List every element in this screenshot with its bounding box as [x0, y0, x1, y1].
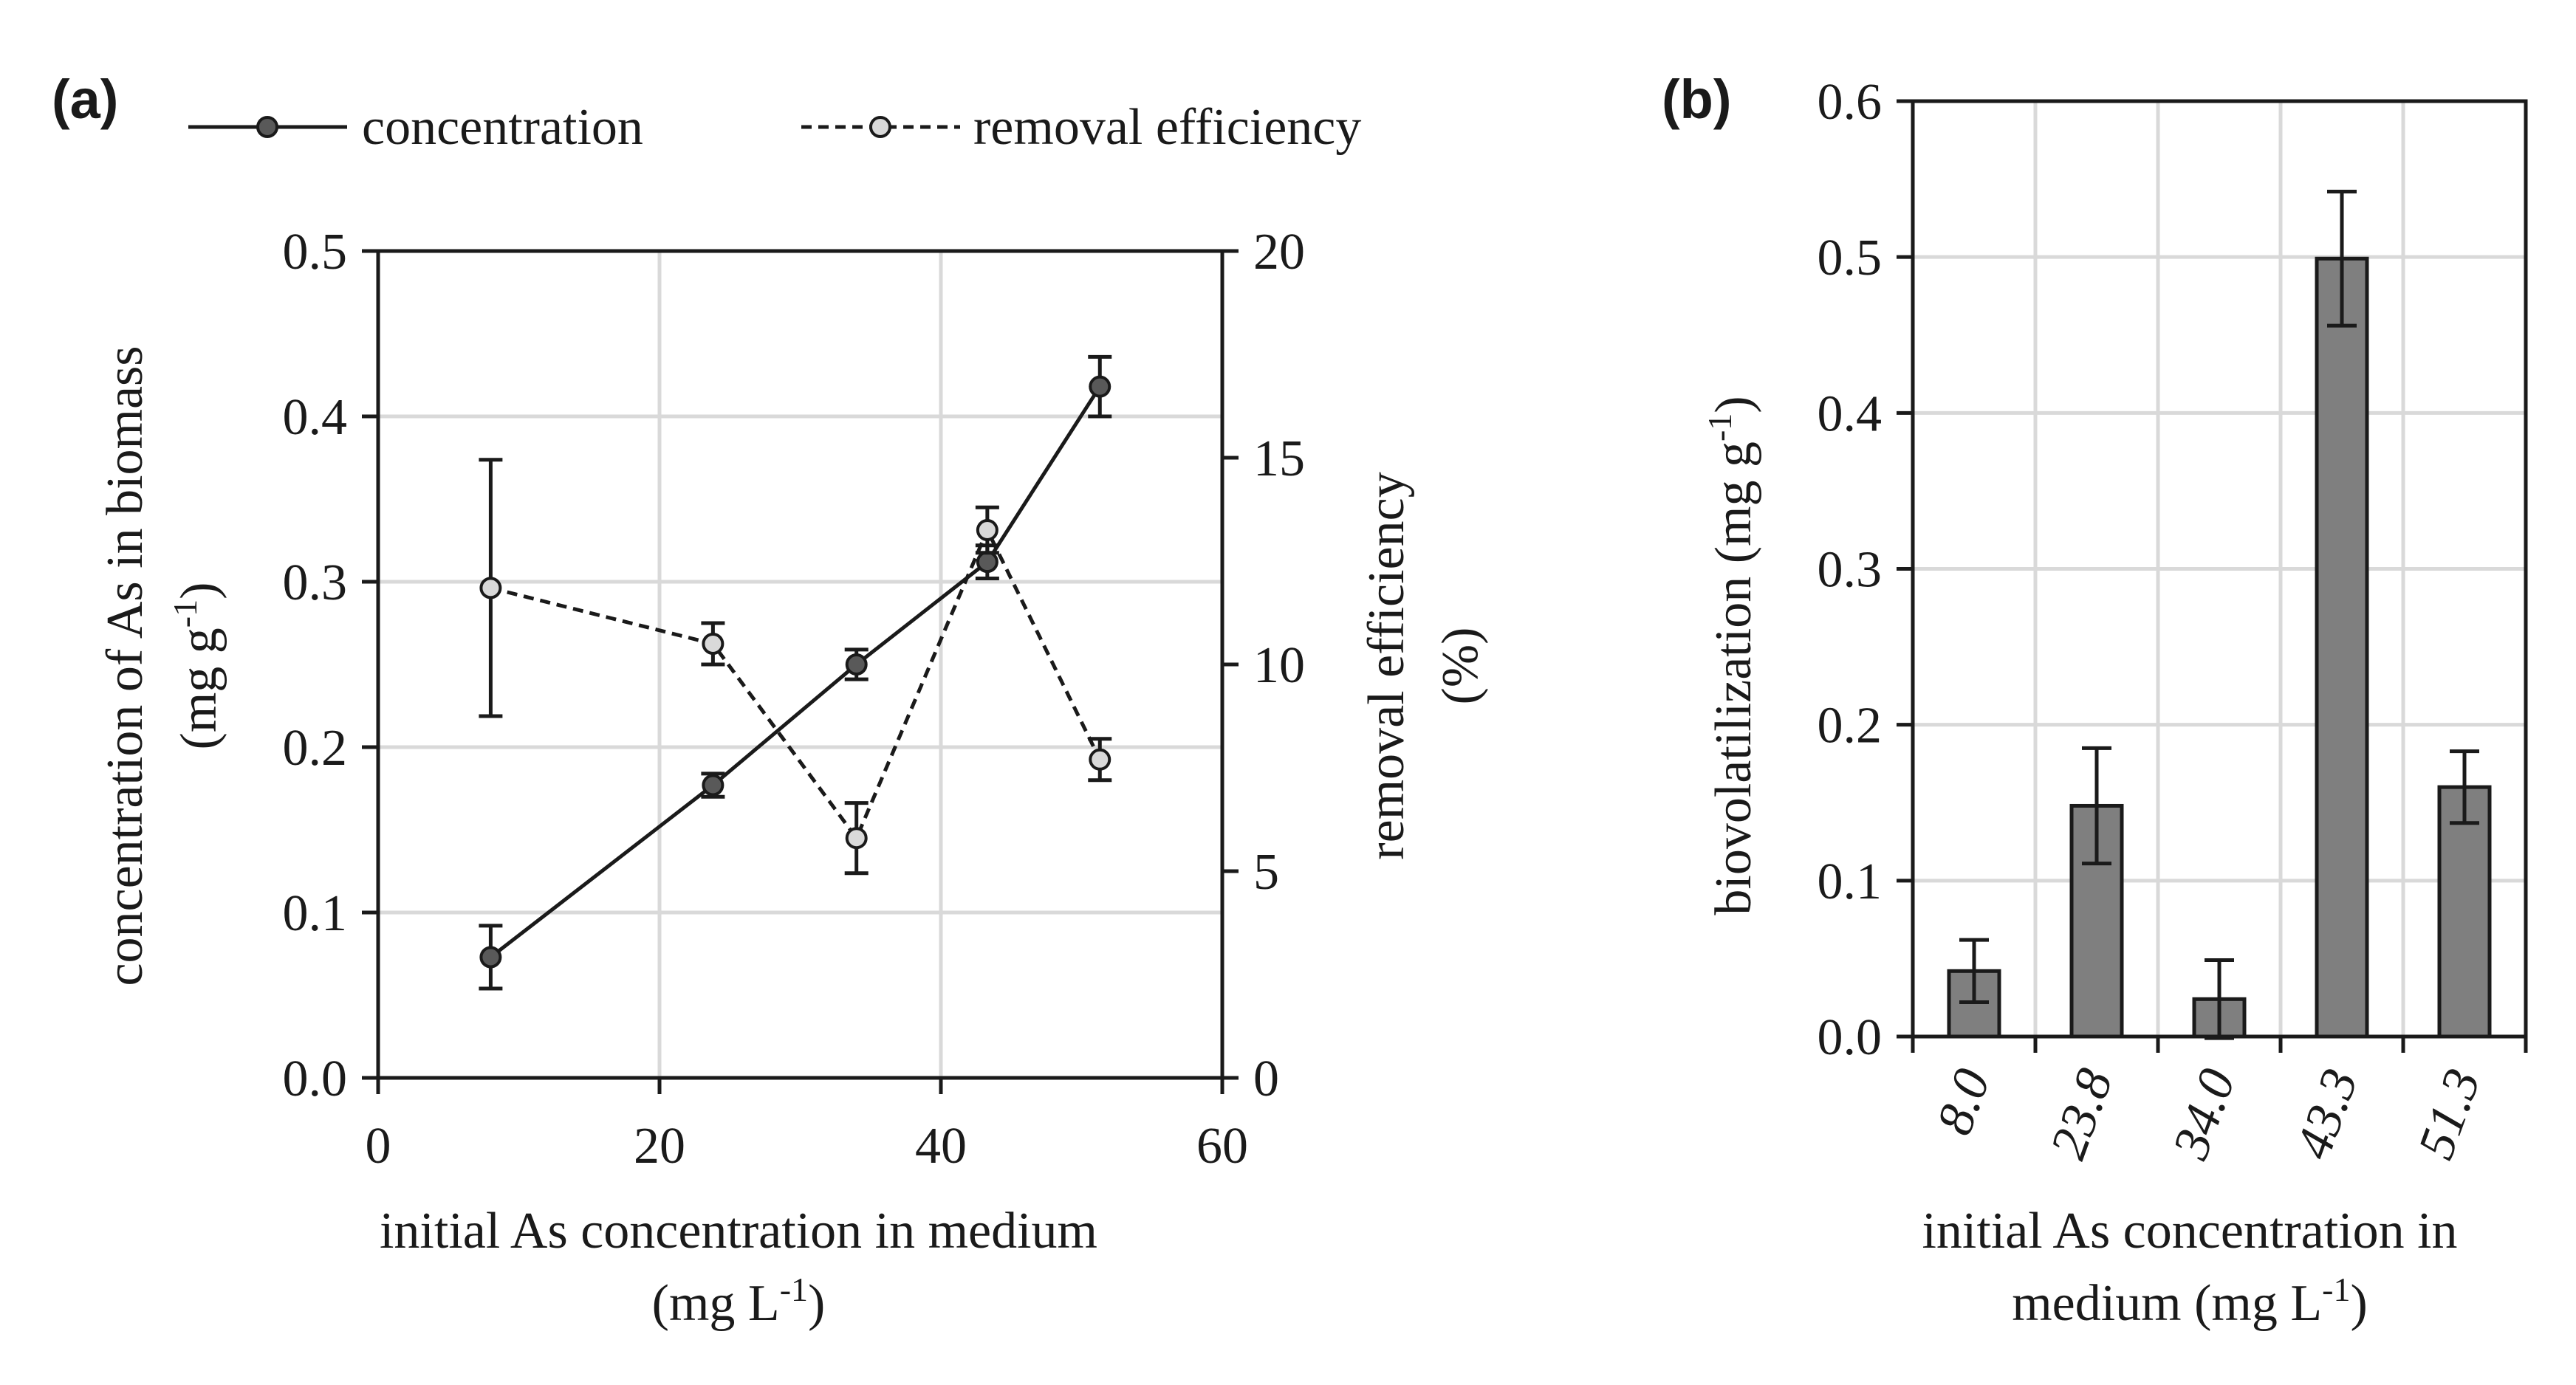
y2-tick-label: 15 [1253, 430, 1305, 487]
y2-axis-label-a-line2: (%) [1432, 628, 1489, 705]
panel-a-line-chart: (a) concentration removal efficiency 0 20… [52, 69, 1489, 1332]
x-tick-label: 23.8 [2040, 1062, 2124, 1166]
series-line-concentration [489, 385, 1102, 959]
data-point-concentration [1089, 375, 1111, 398]
legend-removal-marker [869, 116, 891, 138]
data-point-removal-efficiency [702, 633, 724, 655]
x-axis-label-b-line2: medium (mg L-1) [2012, 1271, 2368, 1332]
x-axis-label-a-line1: initial As concentration in medium [380, 1203, 1097, 1259]
y-tick-label: 0.4 [283, 389, 348, 446]
legend-removal-label: removal efficiency [973, 99, 1361, 156]
panel-b-bar-chart: (b) 0.0 0.1 0.2 0.3 0.4 0.5 0.6 8.0 23.8 34.0 43.3… [1662, 69, 2528, 1332]
series-line-removal-efficiency [490, 525, 1102, 842]
y2-axis-label-a-line1: removal efficiency [1358, 472, 1415, 859]
x-axis-label-b-line1: initial As concentration in [1922, 1203, 2457, 1259]
series-a [479, 354, 1112, 991]
y2-tick-label: 0 [1253, 1051, 1279, 1107]
grid-a [378, 251, 1222, 1078]
legend: concentration removal efficiency [188, 99, 1361, 156]
x-tick-label: 0 [366, 1118, 391, 1175]
x-tick-label: 60 [1196, 1118, 1248, 1175]
x-tick-label: 43.3 [2285, 1062, 2369, 1166]
y-tick-label: 0.5 [1818, 230, 1883, 286]
legend-concentration-marker [256, 116, 278, 138]
legend-concentration-label: concentration [362, 99, 643, 156]
panel-a-label: (a) [52, 69, 118, 130]
y-axis-label-b: biovolatilization (mg g-1) [1701, 396, 1762, 915]
y-tick-label: 0.1 [1818, 853, 1883, 910]
x-tick-label: 51.3 [2408, 1062, 2492, 1166]
data-point-removal-efficiency [845, 827, 868, 850]
y2-tick-label: 20 [1253, 224, 1305, 281]
data-point-concentration [976, 551, 998, 574]
x-tick-label: 34.0 [2162, 1062, 2247, 1166]
y-tick-label: 0.2 [283, 720, 348, 777]
plot-frame-a [376, 249, 1224, 1080]
bar [2315, 256, 2369, 1039]
data-point-removal-efficiency [1089, 748, 1111, 771]
data-point-concentration [479, 946, 502, 969]
x-tick-label: 8.0 [1926, 1062, 2001, 1142]
y-tick-label: 0.0 [283, 1051, 348, 1107]
panel-b-label: (b) [1662, 69, 1732, 130]
data-point-concentration [702, 774, 724, 797]
y-axis-label-a-line1: concentration of As in biomass [97, 346, 154, 986]
y-tick-label: 0.6 [1818, 74, 1883, 131]
x-axis-label-a-line2: (mg L-1) [652, 1271, 826, 1332]
y-axis-label-a-line2: (mg g-1) [166, 582, 227, 750]
y-tick-label: 0.4 [1818, 385, 1883, 442]
x-tick-label: 40 [915, 1118, 967, 1175]
data-point-removal-efficiency [976, 519, 998, 541]
grid-b [1913, 101, 2526, 1037]
y-tick-label: 0.3 [283, 554, 348, 611]
y-tick-label: 0.0 [1818, 1009, 1883, 1066]
y-tick-label: 0.5 [283, 224, 348, 281]
ticks-b: 0.0 0.1 0.2 0.3 0.4 0.5 0.6 8.0 23.8 34.0 43.3 51.3 [1818, 74, 2528, 1167]
y-tick-label: 0.1 [283, 885, 348, 942]
data-point-concentration [845, 653, 868, 676]
y2-tick-label: 5 [1253, 844, 1279, 901]
data-point-removal-efficiency [479, 577, 502, 599]
y2-tick-label: 10 [1253, 637, 1305, 694]
ticks-a: 0 20 40 60 0.0 0.1 0.2 0.3 0.4 0.5 0 5 10 15 20 [283, 224, 1306, 1175]
bars-b [1947, 189, 2492, 1040]
y-tick-label: 0.3 [1818, 542, 1883, 599]
y-tick-label: 0.2 [1818, 698, 1883, 755]
x-tick-label: 20 [634, 1118, 685, 1175]
